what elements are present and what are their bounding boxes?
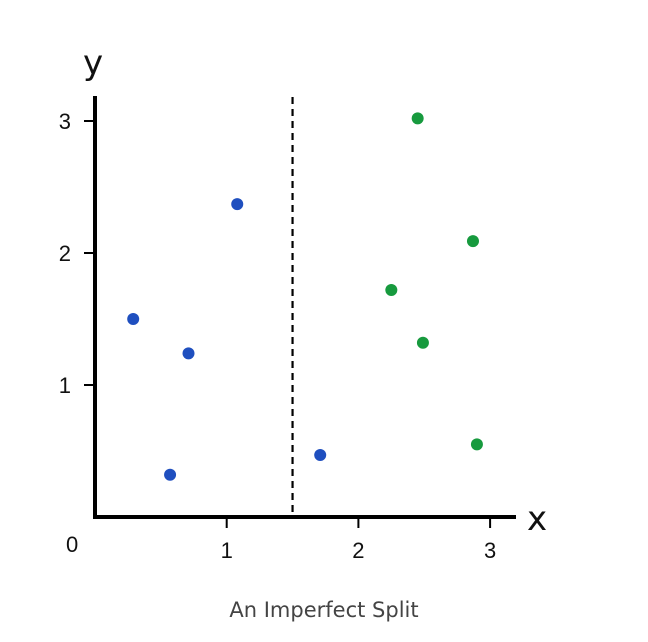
- y-axis-label: y: [83, 43, 103, 83]
- data-points: [127, 112, 483, 481]
- blue-point: [314, 448, 327, 461]
- x-tick-label: 3: [484, 538, 496, 563]
- x-tick-label: 1: [221, 538, 233, 563]
- blue-point: [231, 198, 244, 211]
- blue-point: [182, 347, 195, 360]
- green-point: [385, 283, 398, 296]
- origin-label: 0: [66, 532, 78, 557]
- x-axis-label: x: [527, 499, 547, 539]
- blue-point: [127, 313, 140, 325]
- chart-caption: An Imperfect Split: [229, 598, 419, 622]
- y-tick-label: 1: [59, 373, 71, 398]
- green-point: [466, 235, 479, 248]
- axes: [93, 96, 516, 519]
- y-tick-label: 2: [59, 241, 71, 266]
- green-point: [416, 336, 429, 349]
- x-tick-label: 2: [352, 538, 364, 563]
- green-point: [411, 112, 424, 125]
- blue-point: [164, 468, 177, 481]
- green-point: [470, 438, 483, 451]
- ticks: 1 2 3 1 2 3: [59, 109, 496, 563]
- y-tick-label: 3: [59, 109, 71, 134]
